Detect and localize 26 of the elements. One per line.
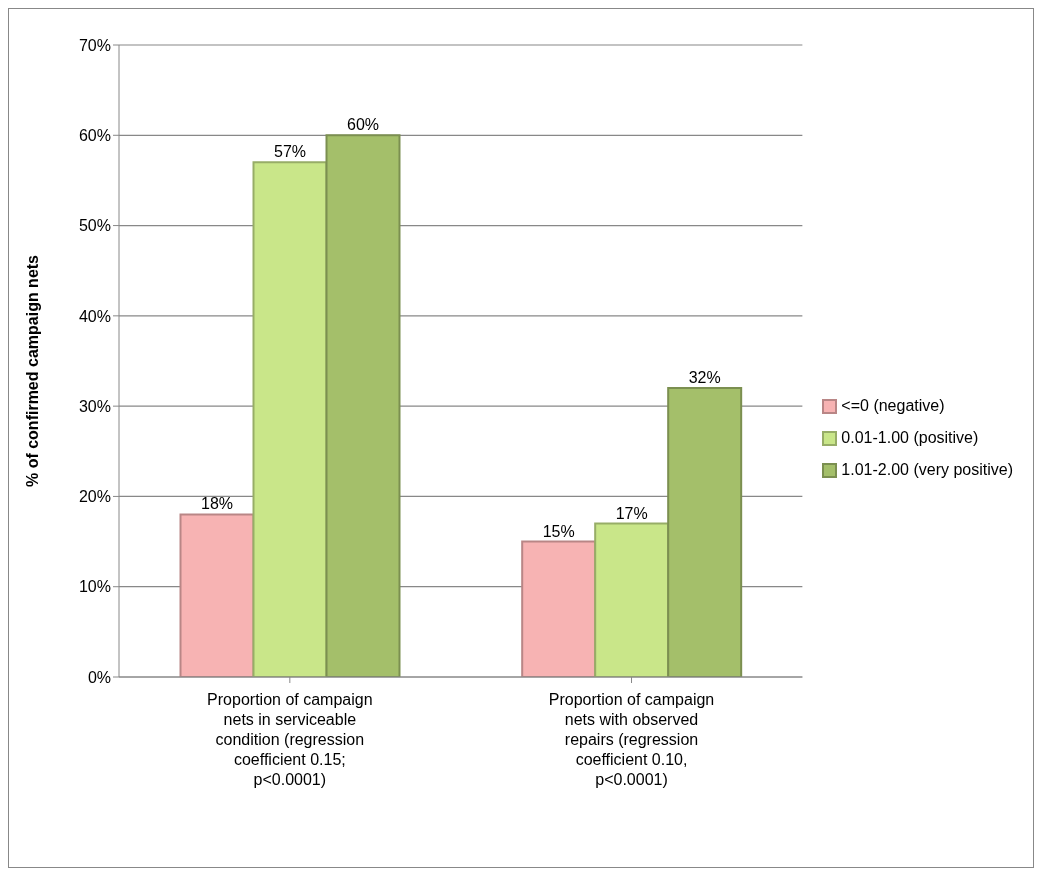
bar (521, 540, 597, 677)
data-label: 15% (542, 522, 575, 540)
data-label: 18% (200, 495, 234, 513)
y-axis-title: % of confirmed campaign nets (23, 254, 41, 488)
y-tick-label: 50% (78, 217, 111, 235)
data-label: 17% (615, 504, 648, 522)
bar (325, 134, 401, 677)
data-label: 60% (346, 116, 380, 134)
bar (252, 161, 328, 677)
y-tick-label: 70% (78, 36, 111, 54)
legend-label: 1.01-2.00 (very positive) (841, 461, 1013, 479)
x-tick-label: Proportion of campaign nets with observed repairs (regression coefficient 0.10, p<0.0001) (548, 691, 715, 788)
legend-label: 0.01-1.00 (positive) (841, 429, 979, 447)
data-label: 32% (688, 369, 721, 387)
y-tick-label: 20% (78, 488, 111, 506)
data-label: 57% (273, 143, 307, 161)
y-tick-label: 0% (87, 668, 111, 686)
y-tick-label: 40% (78, 307, 111, 325)
bar (667, 387, 743, 677)
bar (594, 522, 670, 677)
x-tick-label: Proportion of campaign nets in serviceable condition (regression coefficient 0.15; p<0.0001) (207, 691, 373, 788)
legend-label: <=0 (negative) (841, 397, 945, 415)
y-tick-label: 10% (78, 578, 111, 596)
bar (179, 513, 255, 677)
y-tick-label: 60% (78, 126, 111, 144)
y-tick-label: 30% (78, 397, 111, 415)
